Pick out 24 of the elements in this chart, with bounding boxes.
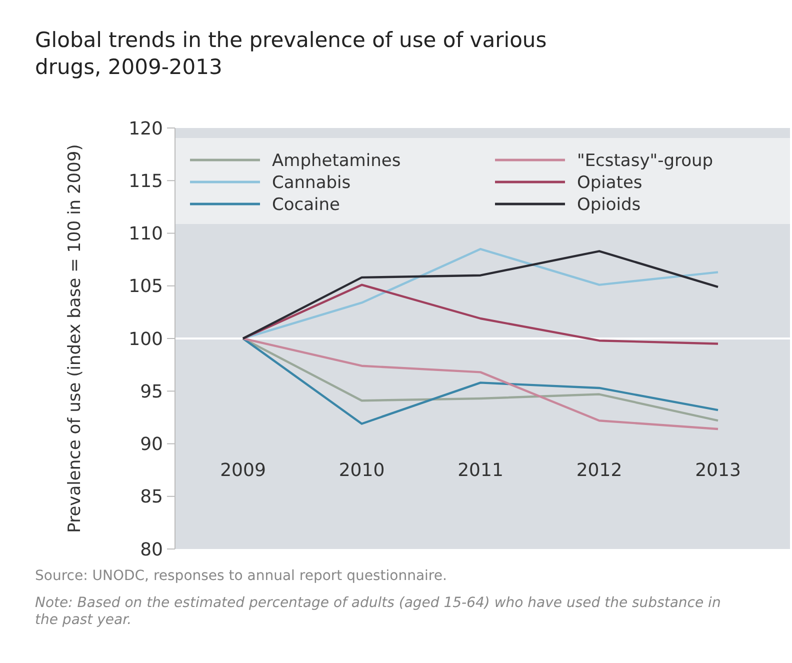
text: Note: Based on the estimated percentage of adults (aged 15-64) who have used the substance in the past year. — [35, 595, 721, 628]
legend-label: Cocaine — [272, 194, 340, 215]
y-tick-label: 90 — [140, 434, 163, 456]
y-tick-label: 115 — [128, 170, 163, 192]
legend-label: Amphetamines — [272, 150, 401, 171]
y-tick-label: 120 — [128, 118, 163, 140]
x-tick-label: 2010 — [338, 460, 385, 481]
y-axis-title: Prevalence of use (index base = 100 in 2009) — [65, 144, 85, 533]
y-tick-label: 105 — [128, 276, 163, 298]
chart-title: Global trends in the prevalence of use of various drugs, 2009-2013 — [35, 28, 547, 79]
x-tick-label: 2011 — [458, 460, 504, 481]
legend-label: Cannabis — [272, 172, 351, 193]
x-tick-label: 2009 — [220, 460, 266, 481]
y-tick-label: 85 — [140, 486, 163, 508]
y-tick-label: 80 — [140, 539, 163, 560]
y-tick-label: 100 — [128, 328, 163, 350]
source-note: Source: UNODC, responses to annual report questionnaire. — [35, 568, 447, 584]
y-tick-label: 95 — [140, 381, 163, 402]
legend-label: Opiates — [577, 172, 642, 193]
x-tick-label: 2013 — [695, 460, 741, 481]
x-tick-label: 2012 — [576, 460, 622, 481]
legend-label: "Ecstasy"-group — [577, 150, 714, 171]
legend-label: Opioids — [577, 194, 641, 215]
y-tick-label: 110 — [128, 224, 163, 245]
